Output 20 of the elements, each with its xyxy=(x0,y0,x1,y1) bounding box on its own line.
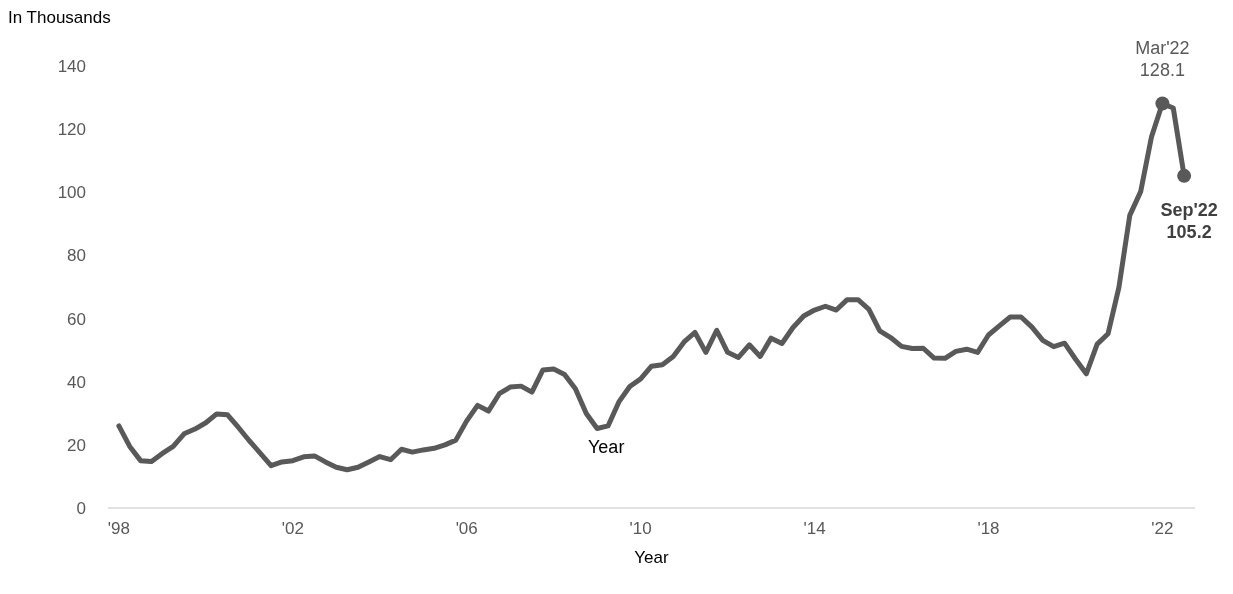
y-tick-label: 0 xyxy=(76,499,86,519)
x-tick-label: '14 xyxy=(803,519,826,539)
x-axis-title: Year xyxy=(633,548,670,568)
annotation: Sep'22 105.2 xyxy=(1160,199,1218,242)
y-tick-label: 80 xyxy=(67,246,86,266)
x-tick-label: '06 xyxy=(455,519,478,539)
y-tick-label: 100 xyxy=(57,183,86,203)
annotation: Mar'22 128.1 xyxy=(1135,37,1190,80)
y-tick-label: 140 xyxy=(57,57,86,77)
y-tick-label: 120 xyxy=(57,120,86,140)
x-tick-label: '02 xyxy=(281,519,304,539)
y-axis-title: In Thousands xyxy=(8,8,111,28)
y-tick-label: 20 xyxy=(67,435,86,455)
annotation: Year xyxy=(588,437,625,458)
y-tick-label: 40 xyxy=(67,372,86,392)
x-tick-label: '22 xyxy=(1151,519,1174,539)
y-tick-label: 60 xyxy=(67,309,86,329)
x-tick-label: '98 xyxy=(107,519,130,539)
x-tick-label: '10 xyxy=(629,519,652,539)
x-tick-label: '18 xyxy=(977,519,1000,539)
